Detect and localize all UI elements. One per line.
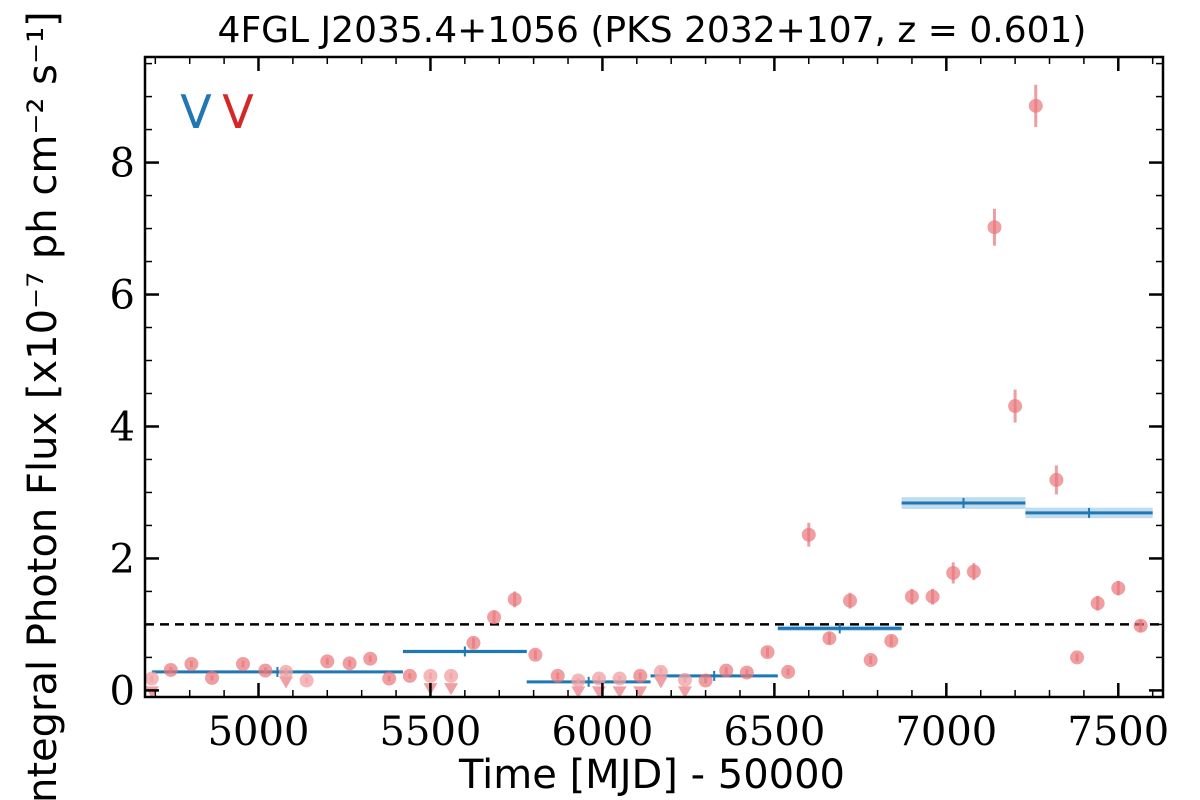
upper-limit-arrow xyxy=(612,686,627,699)
data-point xyxy=(279,664,294,679)
data-point xyxy=(591,671,606,686)
data-point xyxy=(382,671,397,686)
upper-limit-arrow xyxy=(571,686,586,699)
data-point xyxy=(423,668,438,683)
x-tick-label: 6500 xyxy=(723,709,825,755)
x-tick-label: 6000 xyxy=(552,709,654,755)
data-point xyxy=(163,662,178,677)
data-point xyxy=(863,653,878,668)
data-point xyxy=(466,635,481,650)
data-point xyxy=(653,664,668,679)
data-point xyxy=(444,668,459,683)
data-point xyxy=(987,220,1002,235)
x-axis-label: Time [MJD] - 50000 xyxy=(458,752,845,798)
data-point xyxy=(1111,581,1126,596)
data-point xyxy=(299,673,314,688)
data-point xyxy=(507,592,522,607)
data-point xyxy=(144,671,159,686)
data-point xyxy=(258,663,273,678)
data-point xyxy=(236,657,251,672)
y-axis-label: Integral Photon Flux [x10⁻⁷ ph cm⁻² s⁻¹] xyxy=(20,11,66,800)
data-point xyxy=(781,664,796,679)
data-point xyxy=(1008,399,1023,414)
data-point xyxy=(550,668,565,683)
data-point xyxy=(363,651,378,666)
data-point xyxy=(487,610,502,625)
x-tick-label: 7000 xyxy=(895,709,997,755)
upper-limit-arrow xyxy=(633,686,648,699)
data-point xyxy=(801,527,816,542)
legend-mark-red: V xyxy=(222,85,254,139)
data-point xyxy=(571,673,586,688)
plot-area: 5000 5500 6000 6500 7000 7500 0 2 4 6 8 xyxy=(110,55,1169,755)
x-tick-label: 5500 xyxy=(380,709,482,755)
upper-limit-arrow xyxy=(653,676,668,689)
y-tick-label: 2 xyxy=(110,536,135,582)
data-point xyxy=(677,672,692,687)
data-point xyxy=(402,668,417,683)
y-tick-label: 8 xyxy=(110,141,135,187)
x-tick-label: 7500 xyxy=(1067,709,1169,755)
chart-title: 4FGL J2035.4+1056 (PKS 2032+107, z = 0.6… xyxy=(218,10,1087,51)
data-point xyxy=(966,564,981,579)
axes-frame xyxy=(143,55,1165,699)
data-point xyxy=(1028,98,1043,113)
data-point xyxy=(822,631,837,646)
data-point xyxy=(1049,472,1064,487)
data-point xyxy=(1090,596,1105,611)
x-tick-label: 5000 xyxy=(208,709,310,755)
data-point xyxy=(925,589,940,604)
data-point xyxy=(884,633,899,648)
data-point xyxy=(698,673,713,688)
data-point xyxy=(528,647,543,662)
y-tick-label: 4 xyxy=(110,404,135,450)
data-point xyxy=(205,670,220,685)
data-point xyxy=(184,657,199,672)
upper-limit-arrow xyxy=(279,676,294,689)
data-point xyxy=(843,593,858,608)
data-point xyxy=(719,663,734,678)
legend-marks: V V xyxy=(180,85,254,139)
data-point xyxy=(760,645,775,660)
upper-limit-arrow xyxy=(677,686,692,699)
data-point xyxy=(342,656,357,671)
data-point xyxy=(612,671,627,686)
upper-limit-arrow xyxy=(444,683,459,696)
data-point xyxy=(1070,650,1085,665)
data-point xyxy=(904,589,919,604)
data-point xyxy=(633,668,648,683)
data-point xyxy=(320,654,335,669)
y-tick-label: 6 xyxy=(110,273,135,319)
data-point xyxy=(946,565,961,580)
legend-mark-blue: V xyxy=(180,85,212,139)
y-tick-label: 0 xyxy=(110,668,135,714)
data-point xyxy=(1133,618,1148,633)
data-point xyxy=(739,665,754,680)
